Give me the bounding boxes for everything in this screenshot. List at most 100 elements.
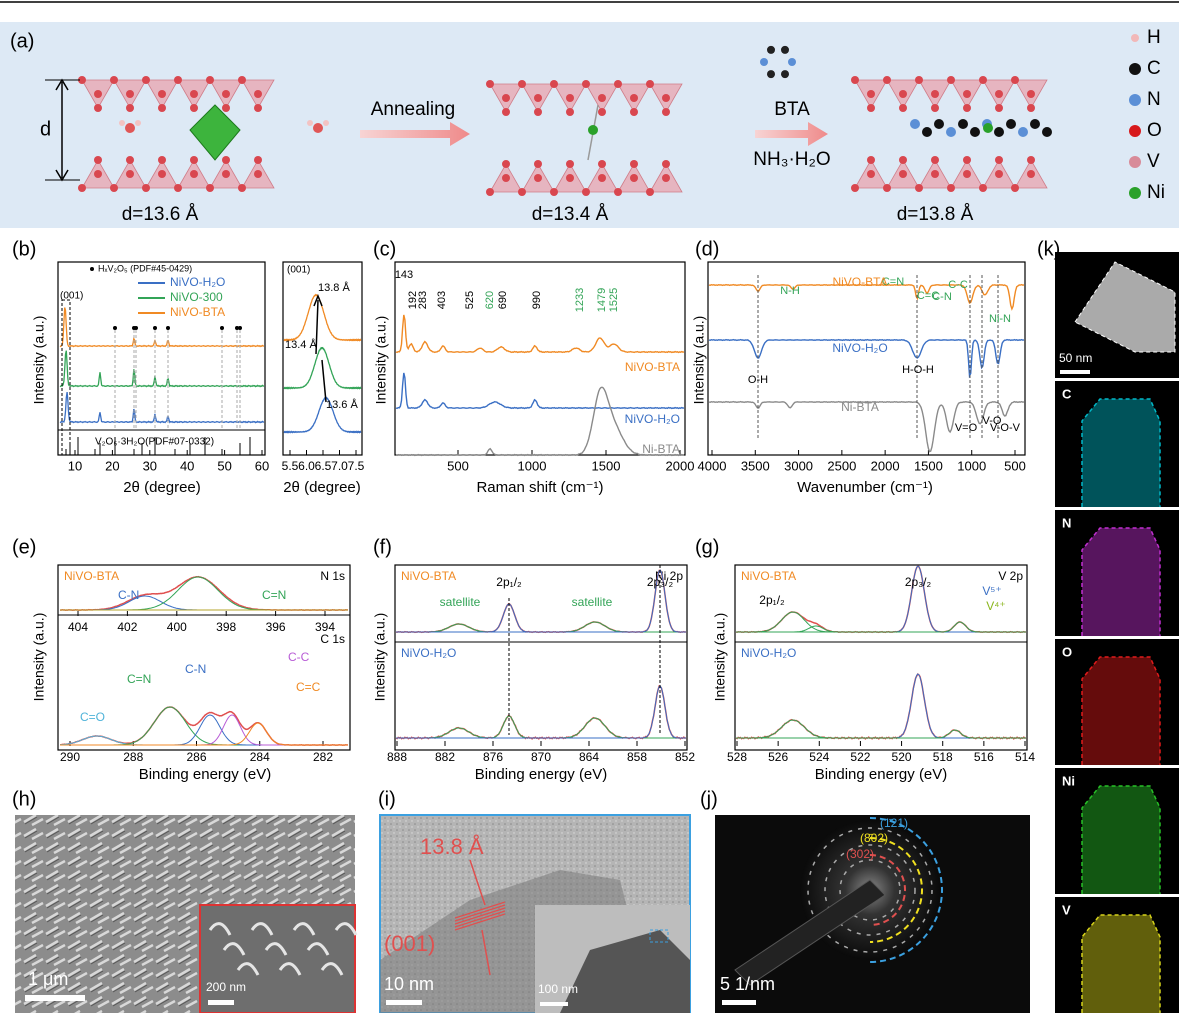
interlayer-spacing: d=13.8 Å: [897, 204, 974, 225]
o-atom: [158, 156, 166, 164]
o-atom: [222, 156, 230, 164]
band-label: O-H: [748, 374, 768, 386]
x-axis-label: Binding energy (eV): [815, 766, 948, 783]
bta-atom: [1030, 119, 1040, 129]
x-tick-label: 1000: [957, 458, 986, 473]
o-atom: [995, 156, 1003, 164]
o-atom: [931, 170, 939, 178]
x-tick-label: 1500: [914, 458, 943, 473]
o-atom: [126, 104, 134, 112]
eds-map: [1082, 528, 1160, 636]
o-atom: [899, 170, 907, 178]
water: [135, 120, 141, 126]
o-atom: [963, 170, 971, 178]
series-label: Ni-BTA: [841, 400, 879, 414]
x-tick-label: 852: [675, 750, 695, 764]
peak-label: 690: [497, 291, 509, 309]
peak-label: 403: [436, 291, 448, 309]
o-atom: [947, 76, 955, 84]
legend-dot: [1129, 63, 1141, 75]
y-axis-label: Intensity (a.u.): [31, 613, 47, 702]
o-atom: [206, 76, 214, 84]
reference-dot: [153, 326, 157, 330]
x-tick-label: 6.0: [298, 459, 315, 473]
o-atom: [158, 90, 166, 98]
eds-map: [1082, 786, 1160, 894]
element-label: O: [1062, 644, 1072, 659]
spectrum: [60, 392, 264, 423]
spectrum: [396, 315, 684, 353]
panel-label: (j): [700, 788, 718, 810]
ni-atom: [983, 123, 993, 133]
scale-bar: [540, 1002, 568, 1006]
o-atom: [963, 90, 971, 98]
o-atom: [915, 184, 923, 192]
label: N 1s: [320, 569, 345, 583]
interlayer-spacing: d=13.4 Å: [532, 204, 609, 225]
spectrum: [60, 351, 264, 387]
bta-icon: [781, 70, 789, 78]
bta-atom: [934, 119, 944, 129]
scale-bar: [722, 1000, 756, 1005]
o-atom: [174, 184, 182, 192]
o-atom: [518, 188, 526, 196]
x-tick-label: 282: [313, 750, 333, 764]
x-axis-label: Binding energy (eV): [139, 766, 272, 783]
label: 13.8 Å: [318, 281, 350, 294]
x-axis-label: Wavenumber (cm⁻¹): [797, 479, 933, 496]
o-atom: [995, 170, 1003, 178]
label: NiVO-BTA: [741, 569, 796, 583]
scale-label: 200 nm: [206, 980, 246, 994]
o-atom: [995, 104, 1003, 112]
o-atom: [94, 104, 102, 112]
spectrum: [736, 626, 1026, 632]
x-tick-label: 398: [216, 620, 236, 634]
spectrum: [284, 295, 361, 341]
o-atom: [502, 108, 510, 116]
legend-dot: [1131, 34, 1139, 42]
series-label: Ni-BTA: [642, 442, 680, 456]
spectrum: [396, 728, 686, 738]
band-label: V-O-V: [990, 422, 1021, 434]
o-atom: [662, 174, 670, 182]
panel-label: (a): [10, 30, 34, 52]
o-atom: [566, 174, 574, 182]
water: [119, 120, 125, 126]
o-atom: [851, 76, 859, 84]
o-atom: [630, 94, 638, 102]
x-tick-label: 20: [105, 458, 119, 473]
peak-label: 1233: [574, 288, 586, 312]
step-label: Annealing: [371, 99, 456, 120]
x-tick-label: 858: [627, 750, 647, 764]
x-tick-label: 284: [250, 750, 270, 764]
x-tick-label: 1500: [592, 458, 621, 473]
bta-atom: [958, 119, 968, 129]
spectrum: [396, 624, 686, 632]
o-atom: [254, 170, 262, 178]
bta-atom: [1042, 127, 1052, 137]
o-atom: [598, 108, 606, 116]
o-atom: [1011, 76, 1019, 84]
spectrum: [736, 612, 1026, 632]
o-atom: [502, 174, 510, 182]
peak-label: 990: [531, 291, 543, 309]
label: NiVO-H₂O: [401, 646, 456, 660]
o-atom: [534, 174, 542, 182]
x-tick-label: 286: [186, 750, 206, 764]
o-atom: [1027, 170, 1035, 178]
step-label: BTA: [774, 99, 810, 120]
scale-bar: [386, 1000, 422, 1005]
legend-label: N: [1147, 89, 1161, 110]
panel-label: (g): [695, 536, 719, 558]
o-atom: [518, 80, 526, 88]
reference-dot: [166, 326, 170, 330]
y-axis-label: Intensity (a.u.): [373, 316, 389, 405]
x-tick-label: 288: [123, 750, 143, 764]
panel-label: (e): [12, 536, 36, 558]
x-tick-label: 888: [387, 750, 407, 764]
peak-label: 2p₁/₂: [759, 593, 785, 607]
o-atom: [995, 90, 1003, 98]
label: (302): [846, 847, 874, 861]
o-atom: [1027, 104, 1035, 112]
scale-bar: [25, 995, 85, 1001]
